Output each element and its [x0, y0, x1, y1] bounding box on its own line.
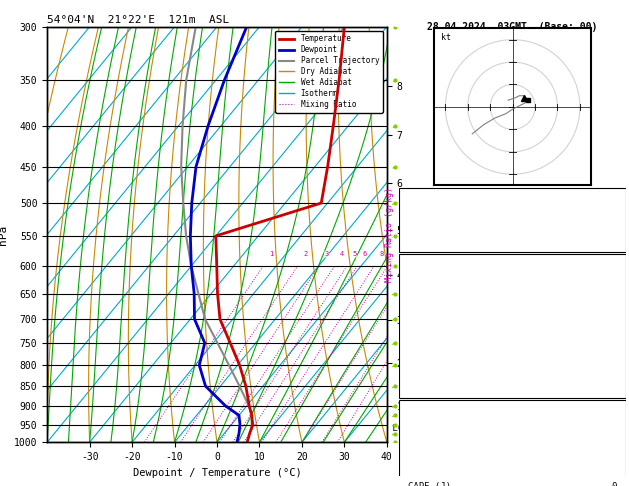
Text: 9: 9: [611, 336, 617, 346]
Y-axis label: km
ASL: km ASL: [405, 226, 427, 243]
Bar: [399, 400, 626, 486]
Text: Lifted Index: Lifted Index: [408, 463, 473, 471]
Text: 294: 294: [601, 316, 617, 326]
Text: 1: 1: [269, 251, 274, 257]
Text: 52: 52: [606, 210, 617, 219]
Text: 0: 0: [611, 356, 617, 365]
Text: Surface: Surface: [494, 257, 532, 266]
Text: 19: 19: [606, 191, 617, 199]
Text: PW (cm): PW (cm): [408, 230, 446, 239]
Text: Dewp (°C): Dewp (°C): [408, 296, 457, 306]
Bar: [399, 254, 626, 398]
Text: Pressure (mb): Pressure (mb): [408, 423, 478, 432]
X-axis label: Dewpoint / Temperature (°C): Dewpoint / Temperature (°C): [133, 468, 301, 478]
Text: 5: 5: [352, 251, 357, 257]
Text: LCL: LCL: [387, 424, 408, 433]
Legend: Temperature, Dewpoint, Parcel Trajectory, Dry Adiabat, Wet Adiabat, Isotherm, Mi: Temperature, Dewpoint, Parcel Trajectory…: [276, 31, 383, 113]
Text: © weatheronline.co.uk: © weatheronline.co.uk: [460, 463, 565, 471]
Text: CIN (J): CIN (J): [408, 376, 446, 385]
Text: θₑ(K): θₑ(K): [408, 316, 435, 326]
Text: 54°04'N  21°22'E  121m  ASL: 54°04'N 21°22'E 121m ASL: [47, 15, 230, 25]
Text: θₑ (K): θₑ (K): [408, 443, 441, 451]
Text: Mixing Ratio (g/kg): Mixing Ratio (g/kg): [386, 187, 394, 282]
Text: 4.7: 4.7: [601, 296, 617, 306]
Text: 2: 2: [611, 463, 617, 471]
Text: 2: 2: [303, 251, 308, 257]
Y-axis label: hPa: hPa: [0, 225, 8, 244]
Text: 6: 6: [363, 251, 367, 257]
Text: Totals Totals: Totals Totals: [408, 210, 478, 219]
Text: 302: 302: [601, 443, 617, 451]
Text: 3: 3: [325, 251, 329, 257]
Text: 0: 0: [611, 482, 617, 486]
Text: K: K: [408, 191, 414, 199]
Text: CAPE (J): CAPE (J): [408, 482, 452, 486]
Text: 0: 0: [611, 376, 617, 385]
Text: 7.1: 7.1: [601, 277, 617, 286]
Text: 1.29: 1.29: [595, 230, 617, 239]
Text: 4: 4: [340, 251, 344, 257]
Text: Most Unstable: Most Unstable: [477, 403, 548, 412]
Text: 28.04.2024  03GMT  (Base: 00): 28.04.2024 03GMT (Base: 00): [428, 21, 598, 32]
Text: 8: 8: [379, 251, 384, 257]
Bar: [399, 188, 626, 252]
Text: CAPE (J): CAPE (J): [408, 356, 452, 365]
Text: 950: 950: [601, 423, 617, 432]
Text: Temp (°C): Temp (°C): [408, 277, 457, 286]
Text: Lifted Index: Lifted Index: [408, 336, 473, 346]
